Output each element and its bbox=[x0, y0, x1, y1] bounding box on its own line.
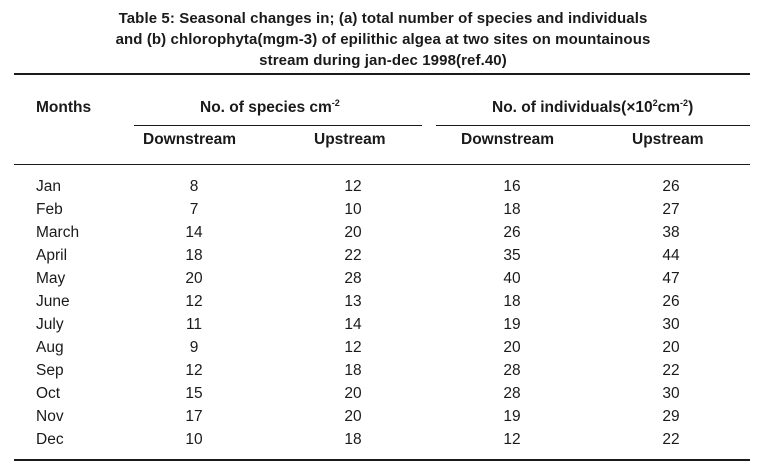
header-individuals-sup-1: 2 bbox=[652, 98, 658, 108]
species-upstream-cell: 18 bbox=[344, 362, 362, 379]
species-upstream-cell: 18 bbox=[344, 431, 362, 448]
species-upstream-cell: 20 bbox=[344, 408, 362, 425]
header-individuals-sup-2: -2 bbox=[680, 98, 689, 108]
individuals-upstream-cell: 29 bbox=[662, 408, 680, 425]
individuals-downstream-cell: 18 bbox=[503, 293, 521, 310]
header-individuals-downstream: Downstream bbox=[461, 131, 555, 148]
table-top-rule bbox=[14, 73, 750, 75]
species-upstream-cell: 20 bbox=[344, 385, 362, 402]
header-bottom-rule bbox=[14, 164, 750, 166]
header-species-sup: -2 bbox=[331, 98, 340, 108]
individuals-upstream-cell: 26 bbox=[662, 178, 680, 195]
individuals-downstream-cell: 28 bbox=[503, 362, 521, 379]
header-individuals-upstream: Upstream bbox=[632, 131, 704, 148]
header-species-text: No. of species cm bbox=[200, 99, 332, 116]
table-row: April 18 22 35 44 bbox=[0, 244, 766, 267]
month-cell: June bbox=[36, 293, 70, 310]
table-row: Nov 17 20 19 29 bbox=[0, 405, 766, 428]
table-row: Aug 9 12 20 20 bbox=[0, 336, 766, 359]
individuals-downstream-cell: 26 bbox=[503, 224, 521, 241]
individuals-upstream-cell: 47 bbox=[662, 270, 680, 287]
species-downstream-cell: 9 bbox=[189, 339, 199, 356]
table-row: June 12 13 18 26 bbox=[0, 290, 766, 313]
table-row: Sep 12 18 28 22 bbox=[0, 359, 766, 382]
species-upstream-cell: 14 bbox=[344, 316, 362, 333]
species-downstream-cell: 17 bbox=[185, 408, 203, 425]
species-downstream-cell: 8 bbox=[189, 178, 199, 195]
month-cell: Sep bbox=[36, 362, 64, 379]
header-individuals-close: ) bbox=[688, 99, 694, 116]
species-downstream-cell: 12 bbox=[185, 293, 203, 310]
species-downstream-cell: 15 bbox=[185, 385, 203, 402]
caption-line-3: stream during jan-dec 1998(ref.40) bbox=[259, 52, 507, 69]
individuals-upstream-cell: 38 bbox=[662, 224, 680, 241]
month-cell: March bbox=[36, 224, 80, 241]
species-downstream-cell: 7 bbox=[189, 201, 199, 218]
header-months: Months bbox=[36, 99, 92, 116]
individuals-upstream-cell: 30 bbox=[662, 316, 680, 333]
month-cell: Aug bbox=[36, 339, 64, 356]
table-row: Jan 8 12 16 26 bbox=[0, 175, 766, 198]
table-row: Oct 15 20 28 30 bbox=[0, 382, 766, 405]
species-downstream-cell: 12 bbox=[185, 362, 203, 379]
individuals-downstream-cell: 40 bbox=[503, 270, 521, 287]
header-individuals-group: No. of individuals(×102cm-2) bbox=[492, 98, 693, 118]
individuals-upstream-cell: 20 bbox=[662, 339, 680, 356]
table-row: July 11 14 19 30 bbox=[0, 313, 766, 336]
species-downstream-cell: 20 bbox=[185, 270, 203, 287]
species-upstream-cell: 12 bbox=[344, 178, 362, 195]
header-species-downstream: Downstream bbox=[143, 131, 237, 148]
header-individuals-unit: cm bbox=[657, 99, 681, 116]
individuals-downstream-cell: 19 bbox=[503, 316, 521, 333]
header-species-upstream: Upstream bbox=[314, 131, 386, 148]
month-cell: Feb bbox=[36, 201, 63, 218]
species-group-rule bbox=[134, 125, 422, 127]
individuals-group-rule bbox=[436, 125, 750, 127]
table-bottom-rule bbox=[14, 459, 750, 461]
species-downstream-cell: 18 bbox=[185, 247, 203, 264]
species-downstream-cell: 10 bbox=[185, 431, 203, 448]
species-downstream-cell: 11 bbox=[185, 316, 203, 333]
individuals-downstream-cell: 19 bbox=[503, 408, 521, 425]
month-cell: July bbox=[36, 316, 64, 333]
individuals-upstream-cell: 22 bbox=[662, 431, 680, 448]
individuals-upstream-cell: 26 bbox=[662, 293, 680, 310]
individuals-downstream-cell: 12 bbox=[503, 431, 521, 448]
individuals-upstream-cell: 30 bbox=[662, 385, 680, 402]
caption-line-1: Table 5: Seasonal changes in; (a) total … bbox=[118, 10, 648, 27]
table-row: Feb 7 10 18 27 bbox=[0, 198, 766, 221]
table-row: May 20 28 40 47 bbox=[0, 267, 766, 290]
species-upstream-cell: 12 bbox=[344, 339, 362, 356]
caption-line-2: and (b) chlorophyta(mgm-3) of epilithic … bbox=[115, 31, 651, 48]
individuals-downstream-cell: 35 bbox=[503, 247, 521, 264]
header-individuals-text: No. of individuals(×10 bbox=[492, 99, 653, 116]
table-row: March 14 20 26 38 bbox=[0, 221, 766, 244]
species-upstream-cell: 20 bbox=[344, 224, 362, 241]
individuals-upstream-cell: 22 bbox=[662, 362, 680, 379]
species-upstream-cell: 28 bbox=[344, 270, 362, 287]
table-body: Jan 8 12 16 26 Feb 7 10 18 27 March 14 2… bbox=[0, 175, 766, 451]
month-cell: Jan bbox=[36, 178, 61, 195]
individuals-upstream-cell: 44 bbox=[662, 247, 680, 264]
species-upstream-cell: 13 bbox=[344, 293, 362, 310]
individuals-upstream-cell: 27 bbox=[662, 201, 680, 218]
individuals-downstream-cell: 16 bbox=[503, 178, 521, 195]
month-cell: Nov bbox=[36, 408, 64, 425]
month-cell: Dec bbox=[36, 431, 64, 448]
individuals-downstream-cell: 20 bbox=[503, 339, 521, 356]
header-species-group: No. of species cm-2 bbox=[200, 98, 340, 118]
species-upstream-cell: 22 bbox=[344, 247, 362, 264]
table-row: Dec 10 18 12 22 bbox=[0, 428, 766, 451]
month-cell: Oct bbox=[36, 385, 61, 402]
species-upstream-cell: 10 bbox=[344, 201, 362, 218]
species-downstream-cell: 14 bbox=[185, 224, 203, 241]
individuals-downstream-cell: 28 bbox=[503, 385, 521, 402]
table-caption: Table 5: Seasonal changes in; (a) total … bbox=[0, 8, 766, 71]
month-cell: April bbox=[36, 247, 68, 264]
individuals-downstream-cell: 18 bbox=[503, 201, 521, 218]
month-cell: May bbox=[36, 270, 66, 287]
